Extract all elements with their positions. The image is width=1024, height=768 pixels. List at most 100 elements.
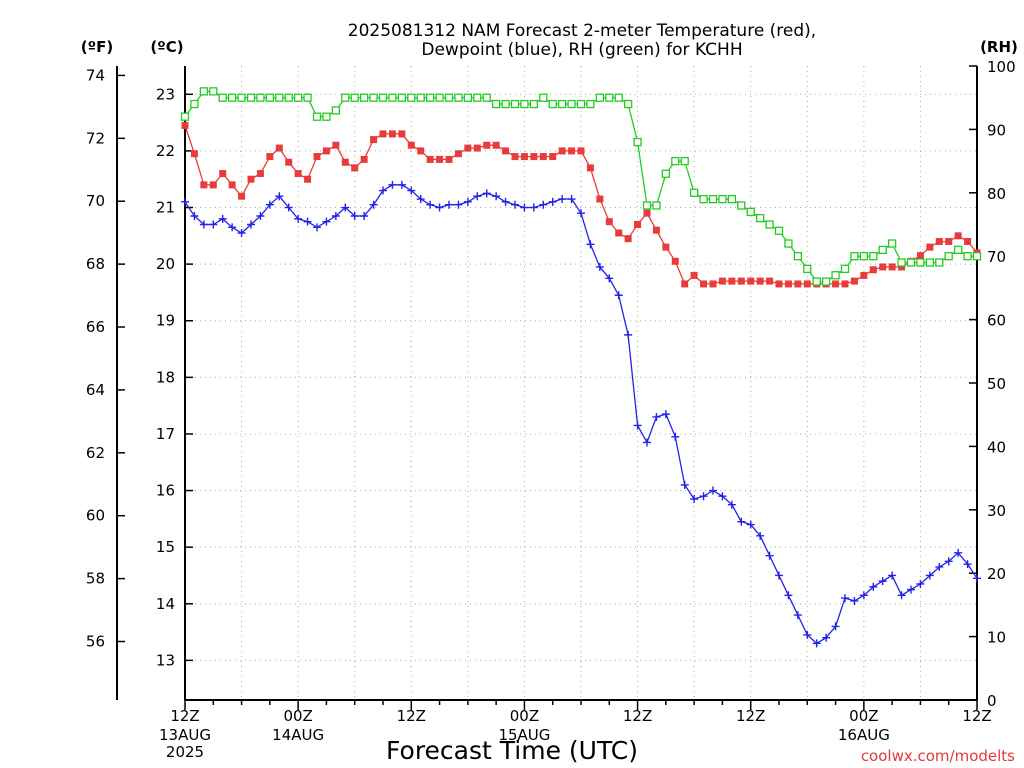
temperature-point — [426, 155, 434, 163]
rh-point — [548, 99, 557, 109]
dewpoint-point — [209, 220, 218, 229]
temperature-point — [737, 277, 745, 285]
temperature-point — [549, 153, 557, 161]
rh-point — [953, 245, 963, 255]
celsius-tick-label: 21 — [156, 199, 175, 217]
temperature-point — [775, 280, 783, 288]
temperature-point — [888, 263, 896, 271]
rh-point — [227, 93, 237, 102]
fahrenheit-tick-label: 66 — [86, 318, 105, 336]
rh-point — [765, 220, 774, 229]
dewpoint-point — [963, 560, 972, 569]
temperature-point — [671, 257, 679, 265]
temperature-point — [502, 147, 510, 155]
celsius-tick-label: 13 — [156, 651, 175, 669]
temperature-point — [332, 141, 340, 149]
temperature-point — [709, 280, 717, 288]
fahrenheit-tick-label: 56 — [86, 633, 105, 651]
dewpoint-point — [379, 186, 387, 195]
dewpoint-point — [690, 495, 699, 504]
dewpoint-point — [577, 209, 585, 218]
dewpoint-point — [935, 562, 944, 571]
temperature-point — [407, 141, 415, 149]
temperature-point — [558, 147, 566, 155]
dewpoint-point — [784, 591, 793, 600]
dewpoint-point — [756, 531, 765, 540]
fahrenheit-tick-label: 58 — [86, 570, 105, 588]
temperature-point — [879, 263, 887, 271]
rh-point — [510, 99, 520, 109]
rh-point — [746, 207, 755, 216]
temperature-point — [520, 153, 528, 161]
temperature-point — [766, 277, 774, 285]
rh-point — [623, 99, 633, 109]
rh-point — [671, 156, 680, 166]
time-tick-label: 15AUG — [498, 726, 550, 744]
rh-point — [473, 93, 482, 102]
rh-point — [652, 201, 661, 210]
temperature-point — [360, 155, 368, 163]
dewpoint-point — [256, 212, 265, 221]
rh-point — [935, 258, 944, 267]
rh-tick-label: 100 — [987, 58, 1016, 76]
rh-point — [407, 93, 416, 102]
rh-tick-label: 80 — [987, 185, 1006, 203]
rh-point — [737, 201, 746, 210]
dewpoint-point — [407, 186, 416, 195]
dewpoint-point — [303, 217, 312, 226]
dewpoint-point — [454, 200, 463, 209]
rh-point — [803, 264, 812, 274]
celsius-tick-label: 18 — [156, 368, 175, 386]
dewpoint-point — [878, 577, 887, 586]
dewpoint-point — [435, 203, 444, 212]
rh-point — [906, 258, 916, 267]
rh-point — [425, 93, 435, 102]
rh-point — [237, 93, 246, 102]
rh-tick-label: 30 — [987, 502, 1006, 520]
dewpoint-point — [313, 223, 321, 232]
celsius-tick-label: 22 — [156, 142, 175, 160]
dewpoint-point — [973, 574, 981, 583]
temperature-point — [945, 237, 953, 245]
time-tick-label: 13AUG — [159, 726, 211, 744]
rh-point — [963, 252, 972, 261]
temperature-point — [586, 164, 594, 172]
temperature-point — [379, 130, 387, 138]
rh-point — [218, 93, 227, 102]
temperature-point — [728, 277, 736, 285]
rh-point — [661, 169, 671, 178]
dewpoint-point — [831, 622, 840, 631]
rh-point — [576, 99, 586, 109]
dewpoint-point — [294, 214, 303, 223]
dewpoint-point — [228, 223, 237, 232]
rh-point — [275, 93, 284, 102]
data-series — [180, 87, 982, 648]
rh-point — [303, 93, 312, 102]
temperature-point — [247, 175, 255, 183]
dewpoint-point — [482, 189, 491, 198]
dewpoint-point — [661, 410, 670, 419]
rh-point — [190, 99, 199, 109]
temperature-point — [445, 155, 453, 163]
dewpoint-point — [624, 330, 633, 339]
rh-point — [520, 99, 529, 109]
temperature-point — [964, 237, 972, 245]
rh-point — [482, 93, 491, 102]
dewpoint-point — [633, 421, 642, 430]
temperature-point — [662, 243, 670, 251]
rh-point — [859, 252, 869, 261]
dewpoint-point — [944, 557, 953, 566]
celsius-tick-label: 19 — [156, 312, 175, 330]
dewpoint-point — [558, 195, 567, 204]
dewpoint-point — [284, 203, 293, 212]
fahrenheit-tick-label: 62 — [86, 444, 105, 462]
rh-point — [680, 156, 689, 166]
temperature-point — [898, 263, 906, 271]
rh-point — [642, 201, 652, 210]
dewpoint-point — [595, 262, 604, 271]
time-tick-label: 00Z — [510, 707, 539, 725]
rh-point — [397, 93, 407, 102]
rh-point — [821, 277, 831, 286]
dewpoint-point — [643, 438, 651, 447]
dewpoint-series — [181, 180, 981, 648]
